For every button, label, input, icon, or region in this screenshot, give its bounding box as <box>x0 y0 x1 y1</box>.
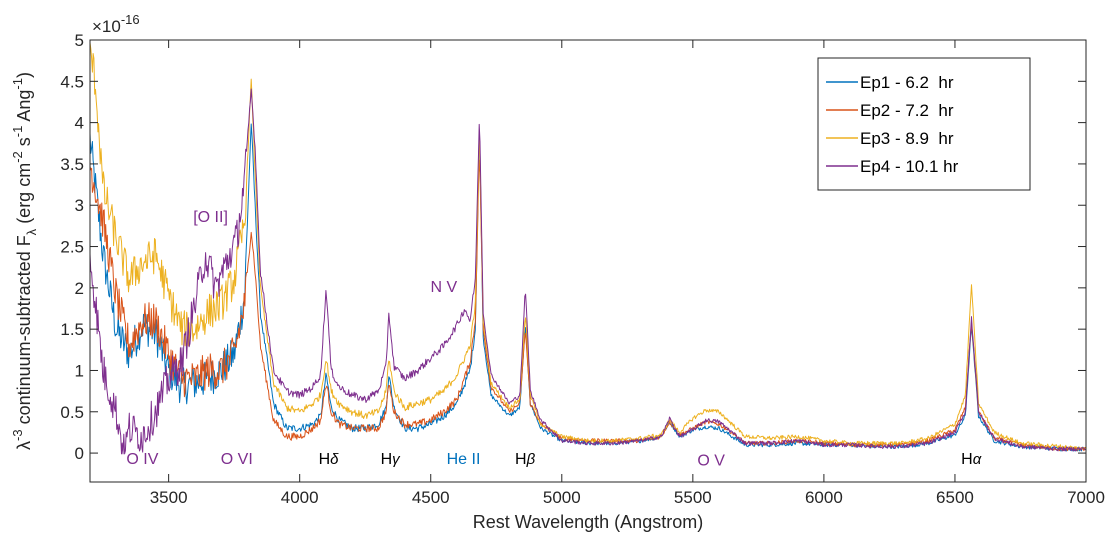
line-label-4: N V <box>431 279 458 296</box>
legend-entry-3: Ep3 - 8.9 hr <box>860 129 954 148</box>
y-tick-label: 0.5 <box>60 403 84 422</box>
series-line-3 <box>89 42 1086 451</box>
line-label-7: Hδ <box>319 451 340 468</box>
y-axis-label: λ-3 continuum-subtracted Fλ (erg cm-2 s-… <box>10 72 39 450</box>
line-label-3: [O II] <box>193 209 228 226</box>
legend: Ep1 - 6.2 hr Ep2 - 7.2 hr Ep3 - 8.9 hr Ep4 … <box>817 57 1031 191</box>
x-tick-label: 5000 <box>543 488 581 507</box>
y-tick-label: 4.5 <box>60 72 84 91</box>
y-tick-label: 5 <box>75 31 84 50</box>
y-tick-label: 1.5 <box>60 320 84 339</box>
legend-entry-2: Ep2 - 7.2 hr <box>860 101 954 120</box>
y-tick-label: 4 <box>75 114 84 133</box>
y-tick-label: 1 <box>75 361 84 380</box>
y-multiplier-base: ×10 <box>92 17 121 36</box>
y-multiplier: ×10-16 <box>92 12 140 36</box>
x-tick-label: 5500 <box>674 488 712 507</box>
line-label-9: Hβ <box>515 451 536 468</box>
line-label-8: Hγ <box>381 451 402 468</box>
line-label-5: O V <box>697 452 725 469</box>
series-layer <box>89 42 1086 455</box>
plot-frame <box>89 39 1087 483</box>
legend-entry-4: Ep4 - 10.1 hr <box>860 157 959 176</box>
y-multiplier-exp: -16 <box>121 12 140 27</box>
line-label-10: Hα <box>961 451 982 468</box>
legend-entry-1: Ep1 - 6.2 hr <box>860 73 954 92</box>
x-tick-label: 7000 <box>1067 488 1105 507</box>
x-tick-label: 4500 <box>412 488 450 507</box>
y-tick-label: 2 <box>75 279 84 298</box>
x-axis-label: Rest Wavelength (Angstrom) <box>473 512 703 532</box>
x-tick-label: 6500 <box>936 488 974 507</box>
x-tick-label: 4000 <box>281 488 319 507</box>
line-label-6: He II <box>447 451 481 468</box>
axes-layer: 3500 4000 4500 5000 5500 6000 6500 7000 0 0.5 1 1.5… <box>60 31 1105 507</box>
y-tick-label: 2.5 <box>60 238 84 257</box>
line-label-2: O VI <box>221 451 253 468</box>
x-tick-label: 6000 <box>805 488 843 507</box>
y-tick-label: 3 <box>75 196 84 215</box>
legend-box <box>817 57 1031 191</box>
y-tick-label: 3.5 <box>60 155 84 174</box>
annotation-layer: O IV O VI [O II] N V O V He II Hδ Hγ Hβ Hα <box>126 209 981 470</box>
series-line-4 <box>89 88 1086 455</box>
line-label-1: O IV <box>126 451 158 468</box>
y-tick-label: 0 <box>75 444 84 463</box>
x-tick-label: 3500 <box>150 488 188 507</box>
